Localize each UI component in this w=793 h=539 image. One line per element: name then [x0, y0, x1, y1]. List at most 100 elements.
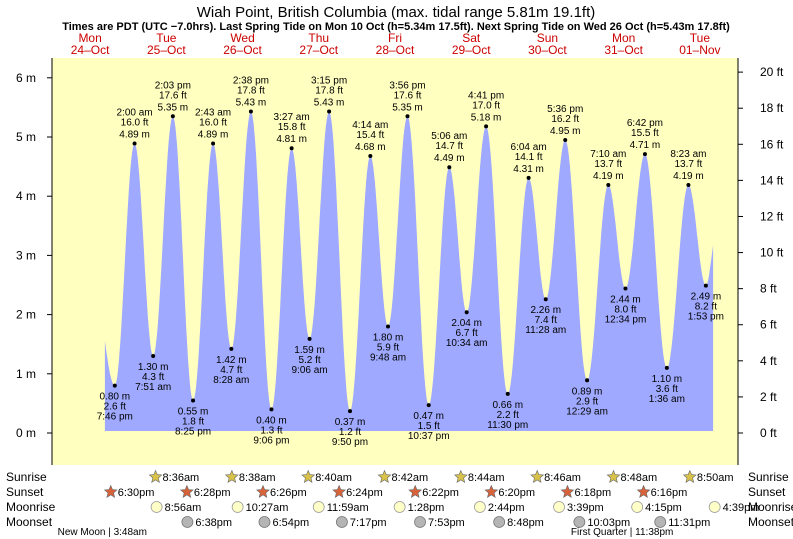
tide-curve-area — [104, 111, 714, 431]
moonset-time: 6:38pm — [195, 517, 232, 529]
day-of-week-label: Mon — [612, 31, 635, 45]
moonrise-icon — [312, 501, 325, 513]
tide-height-ft-label: 1.2 ft — [339, 427, 361, 438]
tide-time-label: 2:03 pm — [155, 80, 191, 91]
tide-height-ft-label: 14.1 ft — [515, 152, 543, 163]
tide-height-ft-label: 15.8 ft — [278, 122, 306, 133]
tide-height-ft-label: 13.7 ft — [674, 159, 702, 170]
moon-phase-label: First Quarter | 11:38pm — [571, 527, 673, 538]
tide-height-ft-label: 15.4 ft — [356, 130, 384, 141]
moonset-time: 7:53pm — [428, 517, 465, 529]
sunrise-time: 8:40am — [315, 472, 352, 484]
date-label: 24–Oct — [71, 43, 110, 57]
header-layer: Wiah Point, British Columbia (max. tidal… — [62, 4, 730, 33]
tide-height-ft-label: 8.2 ft — [695, 302, 717, 313]
moonrise-icon — [474, 501, 486, 513]
tide-height-ft-label: 17.8 ft — [237, 86, 265, 97]
day-of-week-label: Mon — [78, 31, 101, 45]
sunrise-star-icon — [682, 469, 697, 483]
right-tick-label: 14 ft — [760, 173, 784, 187]
tide-time-label: 12:34 pm — [605, 315, 647, 326]
moonset-icon — [654, 516, 667, 528]
tide-time-label: 1:53 pm — [688, 312, 724, 323]
moonrise-time: 8:56am — [165, 502, 202, 514]
tide-point — [543, 297, 548, 302]
tide-time-label: 11:28 am — [525, 325, 566, 336]
legend-row-label-left: Moonrise — [6, 500, 56, 514]
tide-point — [170, 114, 175, 119]
tide-height-m-label: 0.55 m — [178, 406, 209, 417]
tide-height-m-label: 1.42 m — [216, 355, 247, 366]
right-tick-label: 6 ft — [760, 318, 777, 332]
right-tick-label: 12 ft — [760, 209, 784, 223]
tide-time-label: 11:30 pm — [487, 420, 528, 431]
tide-height-ft-label: 16.2 ft — [551, 114, 579, 125]
legend-row-label-right: Sunrise — [748, 470, 789, 484]
date-label: 31–Oct — [604, 43, 643, 57]
tide-time-label: 5:06 am — [431, 131, 467, 142]
moonset-icon — [414, 516, 426, 528]
tide-height-m-label: 0.40 m — [256, 415, 287, 426]
tide-height-ft-label: 16.0 ft — [121, 118, 149, 129]
tide-height-m-label: 4.31 m — [513, 164, 544, 175]
tide-points-layer — [112, 109, 708, 414]
sunrise-time: 8:50am — [697, 472, 734, 484]
tide-point — [368, 153, 373, 158]
tide-point — [526, 175, 531, 180]
tide-height-ft-label: 7.4 ft — [535, 315, 557, 326]
moonrise-time: 4:39pm — [723, 502, 760, 514]
sunset-star-icon — [560, 484, 575, 498]
tide-time-label: 4:41 pm — [468, 90, 504, 101]
sunrise-star-icon — [301, 469, 316, 483]
tide-time-label: 10:37 pm — [408, 431, 450, 442]
legend-row-label-left: Moonset — [6, 515, 53, 529]
left-tick-label: 0 m — [16, 426, 36, 440]
sunset-star-icon — [408, 484, 423, 498]
tide-time-label: 3:56 pm — [389, 80, 425, 91]
tide-time-label: 12:29 am — [566, 406, 608, 417]
left-tick-label: 1 m — [16, 367, 36, 381]
tide-point — [386, 324, 391, 329]
tide-time-label: 8:28 am — [213, 375, 249, 386]
right-tick-label: 20 ft — [760, 65, 784, 79]
tide-point — [327, 109, 332, 114]
tide-height-ft-label: 16.0 ft — [199, 118, 227, 129]
date-label: 26–Oct — [223, 43, 262, 57]
tide-height-ft-label: 6.7 ft — [456, 328, 478, 339]
date-label: 27–Oct — [299, 43, 338, 57]
tide-height-ft-label: 17.8 ft — [315, 86, 343, 97]
tide-height-m-label: 4.19 m — [673, 171, 704, 182]
tide-point — [248, 109, 253, 114]
sunrise-time: 8:38am — [239, 472, 276, 484]
moonset-icon — [181, 516, 194, 528]
tide-point — [229, 346, 234, 351]
sunset-star-icon — [103, 484, 118, 498]
left-tick-label: 2 m — [16, 308, 36, 322]
tide-time-label: 10:34 am — [446, 338, 488, 349]
left-tick-label: 6 m — [16, 71, 36, 85]
sunset-time: 6:16pm — [651, 487, 688, 499]
right-tick-label: 2 ft — [760, 390, 777, 404]
legend-row-label-right: Moonset — [748, 515, 793, 529]
moonrise-time: 2:44pm — [488, 502, 525, 514]
legend-row-label-left: Sunrise — [6, 470, 47, 484]
date-label: 30–Oct — [528, 43, 567, 57]
tide-height-ft-label: 2.9 ft — [576, 396, 598, 407]
tide-time-label: 2:43 am — [195, 108, 231, 119]
tide-height-m-label: 0.66 m — [492, 400, 523, 411]
tide-point — [686, 182, 691, 187]
sunrise-time: 8:36am — [163, 472, 200, 484]
tide-height-m-label: 1.80 m — [373, 332, 404, 343]
tide-height-m-label: 4.89 m — [119, 130, 150, 141]
tide-height-m-label: 0.89 m — [572, 386, 603, 397]
sunset-time: 6:20pm — [498, 487, 535, 499]
left-tick-label: 3 m — [16, 248, 36, 262]
sunset-star-icon — [332, 484, 347, 498]
tide-height-m-label: 1.59 m — [294, 345, 325, 356]
right-tick-label: 16 ft — [760, 137, 784, 151]
sunset-time: 6:26pm — [270, 487, 307, 499]
chart-subtitle: Times are PDT (UTC −7.0hrs). Last Spring… — [62, 21, 730, 33]
sunset-time: 6:28pm — [194, 487, 231, 499]
legend-row-label-left: Sunset — [6, 485, 44, 499]
moonrise-time: 4:15pm — [645, 502, 682, 514]
